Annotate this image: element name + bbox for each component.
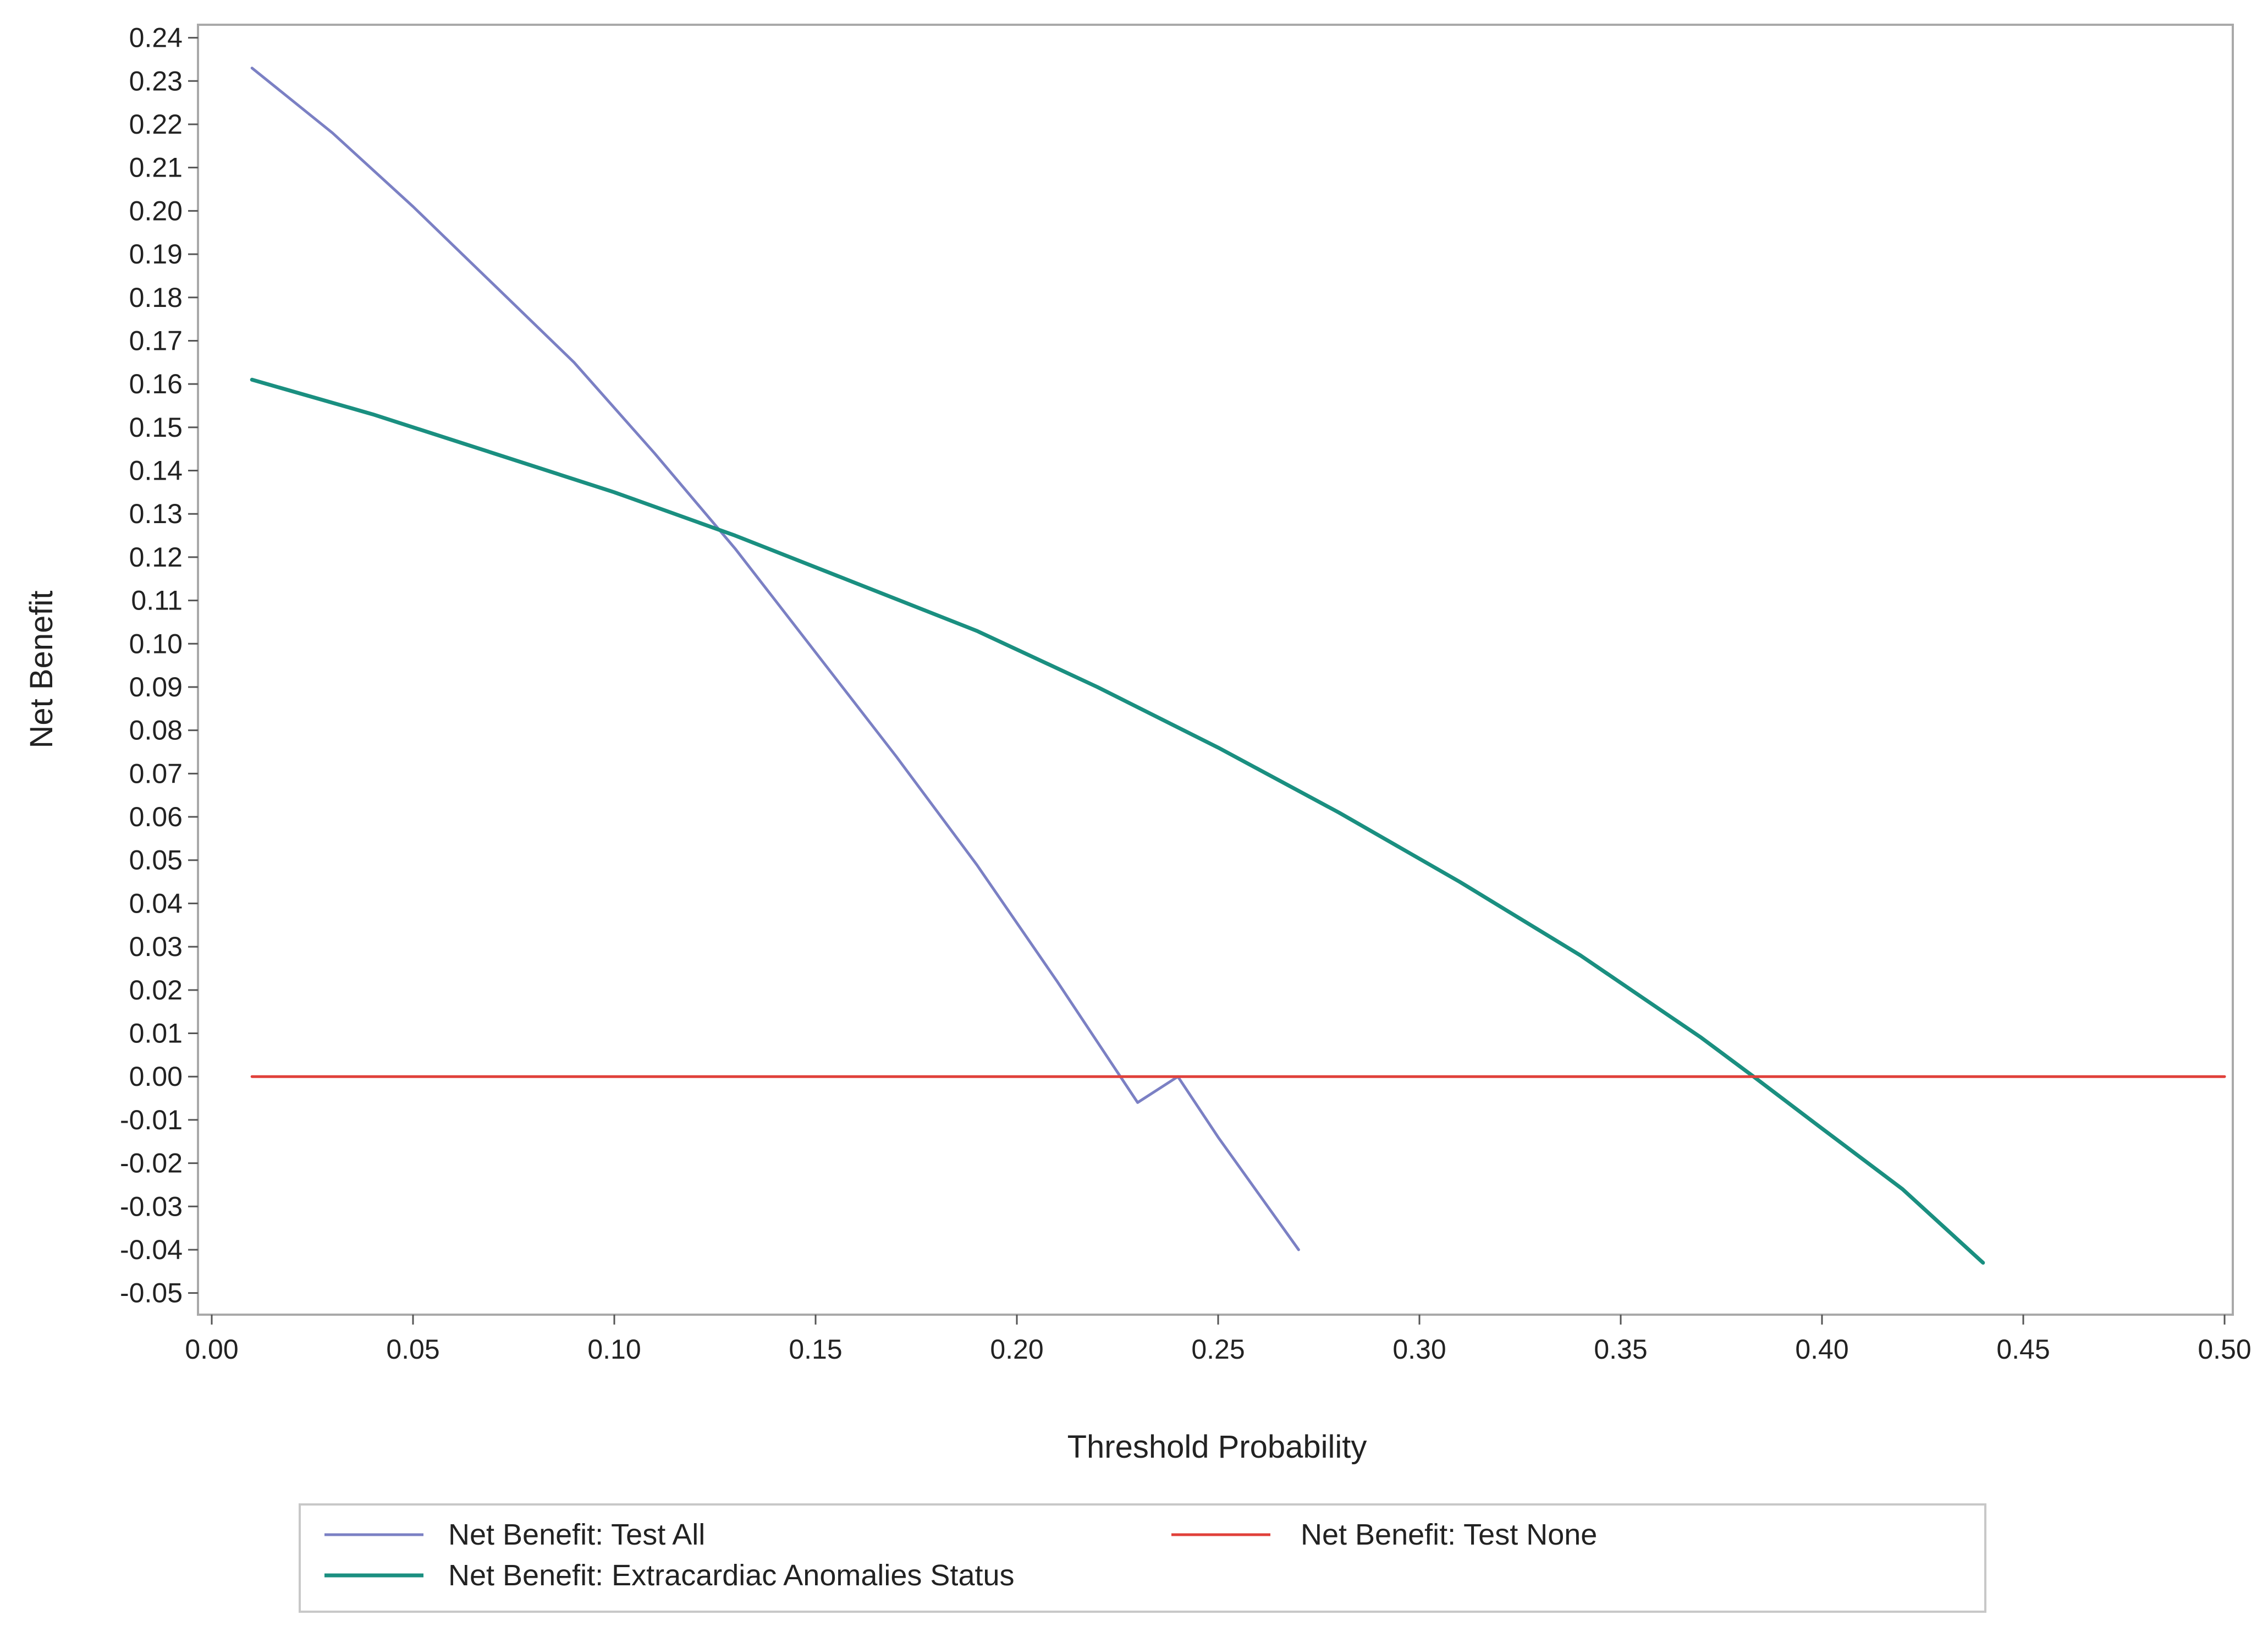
y-tick-label: 0.19 (129, 239, 183, 270)
y-tick-label: 0.14 (129, 455, 183, 486)
y-tick-label: 0.09 (129, 672, 183, 702)
y-tick-label: 0.15 (129, 412, 183, 443)
y-tick-label: 0.00 (129, 1061, 183, 1092)
legend-label-test-all: Net Benefit: Test All (448, 1518, 705, 1551)
y-tick-label: -0.04 (120, 1234, 183, 1265)
plot-area-frame (197, 24, 2234, 1316)
x-tick-label: 0.05 (386, 1334, 439, 1365)
x-tick-label: 0.40 (1795, 1334, 1848, 1365)
y-tick-label: 0.16 (129, 369, 183, 399)
y-tick-label: 0.23 (129, 65, 183, 96)
y-tick-label: -0.01 (120, 1105, 183, 1135)
x-tick-label: 0.25 (1191, 1334, 1245, 1365)
y-tick-label: 0.10 (129, 628, 183, 659)
x-tick-label: 0.10 (587, 1334, 641, 1365)
x-tick-label: 0.35 (1594, 1334, 1647, 1365)
y-tick-label: 0.02 (129, 975, 183, 1006)
y-tick-label: -0.05 (120, 1278, 183, 1309)
x-tick-label: 0.50 (2198, 1334, 2251, 1365)
y-axis-title: Net Benefit (24, 591, 59, 749)
x-axis: 0.00 0.05 0.10 0.15 0.20 0.25 0.30 0.35 0.40 0.45… (185, 1315, 2252, 1365)
y-tick-label: -0.03 (120, 1191, 183, 1222)
y-tick-label: 0.07 (129, 758, 183, 789)
y-tick-label: 0.06 (129, 801, 183, 832)
y-tick-label: -0.02 (120, 1148, 183, 1179)
y-tick-label: 0.22 (129, 109, 183, 140)
legend: Net Benefit: Test All Net Benefit: Extra… (299, 1503, 1986, 1613)
x-axis-title: Threshold Probability (1067, 1429, 1367, 1465)
x-tick-label: 0.20 (990, 1334, 1043, 1365)
series-line-extracardiac-anomalies (250, 377, 1985, 1265)
y-tick-label: 0.05 (129, 845, 183, 876)
y-tick-label: 0.08 (129, 715, 183, 746)
series-layer (250, 67, 2226, 1265)
x-tick-label: 0.15 (789, 1334, 842, 1365)
x-tick-label: 0.00 (185, 1334, 238, 1365)
y-tick-label: 0.18 (129, 282, 183, 313)
y-tick-label: 0.11 (131, 585, 183, 616)
y-tick-label: 0.03 (129, 931, 183, 962)
y-tick-label: 0.12 (129, 542, 183, 573)
y-tick-label: 0.01 (129, 1018, 183, 1049)
y-axis: 0.24 0.23 0.22 0.21 0.20 0.19 0.18 0.17 0.16 0.15… (120, 23, 198, 1309)
y-tick-label: 0.17 (129, 325, 183, 356)
y-tick-label: 0.20 (129, 195, 183, 226)
series-line-test-all (250, 67, 1300, 1251)
y-tick-label: 0.21 (129, 152, 183, 183)
y-tick-label: 0.24 (129, 23, 183, 53)
y-tick-label: 0.04 (129, 888, 183, 919)
x-tick-label: 0.45 (1996, 1334, 2050, 1365)
legend-label-extracardiac: Net Benefit: Extracardiac Anomalies Stat… (448, 1559, 1015, 1592)
x-tick-label: 0.30 (1392, 1334, 1446, 1365)
legend-label-test-none: Net Benefit: Test None (1301, 1518, 1597, 1551)
y-tick-label: 0.13 (129, 498, 183, 529)
legend-frame (299, 1503, 1986, 1613)
